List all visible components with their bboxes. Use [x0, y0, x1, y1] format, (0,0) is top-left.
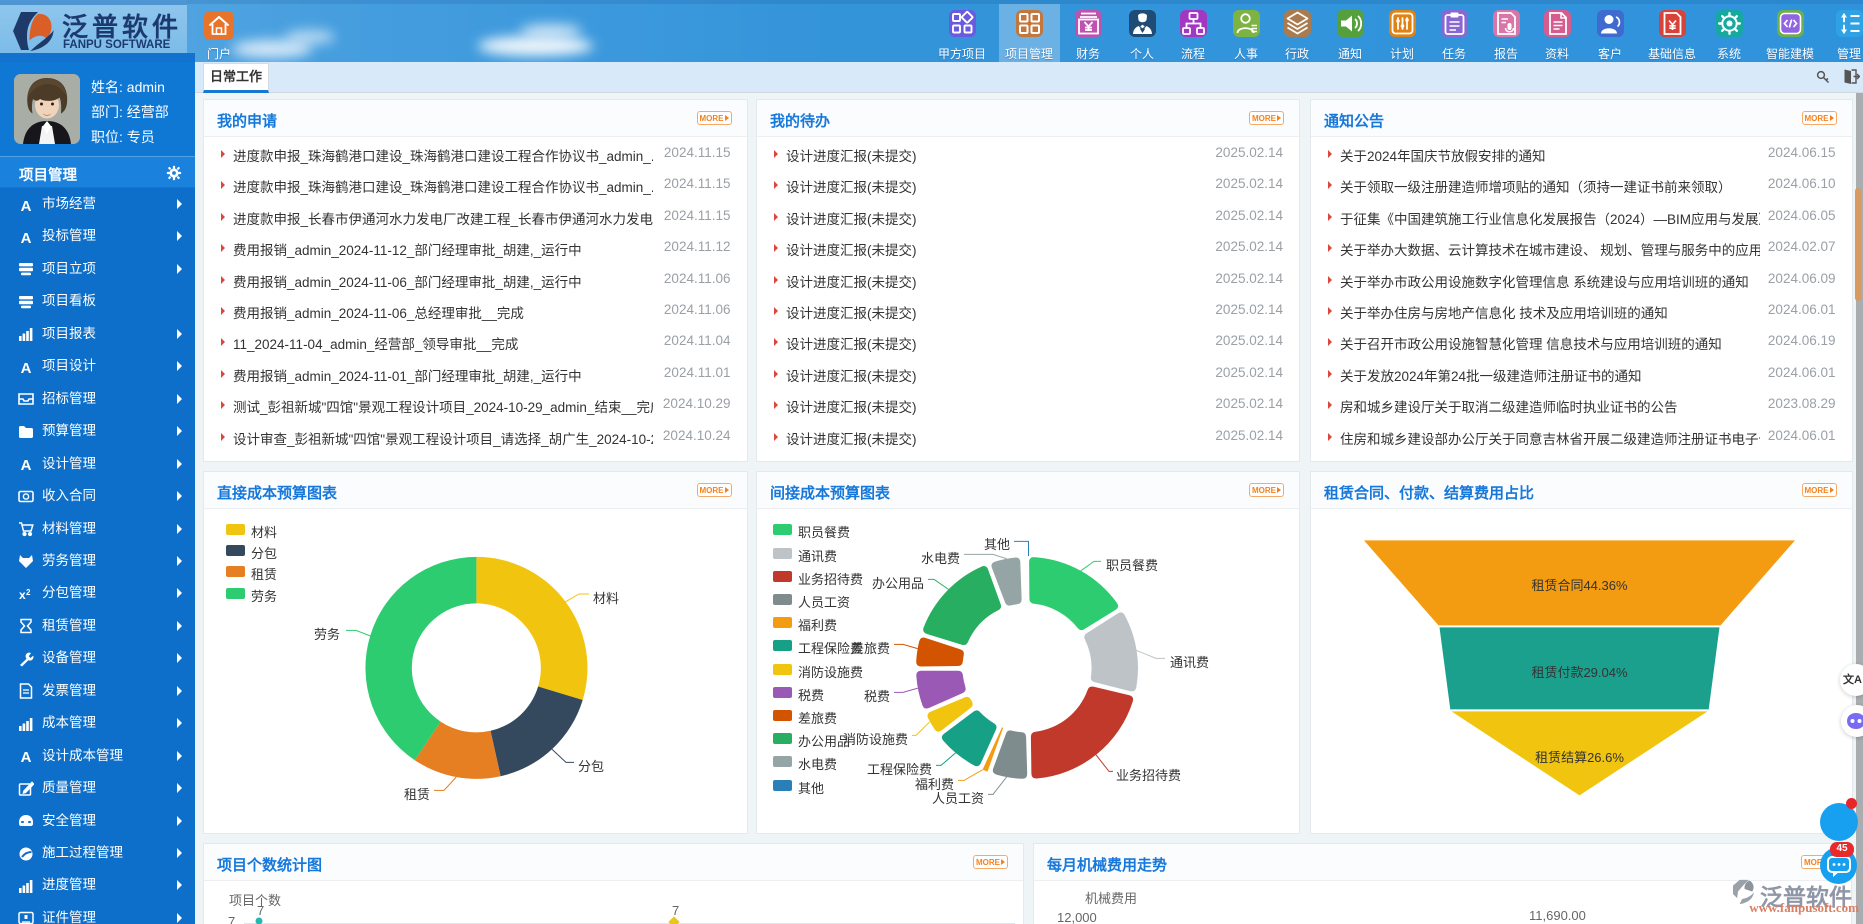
svg-text:A: A — [21, 749, 32, 764]
svg-text:A: A — [21, 457, 32, 472]
svg-text:2: 2 — [26, 588, 31, 597]
svg-text:A: A — [21, 198, 32, 213]
svg-text:A: A — [21, 230, 32, 245]
svg-text:A: A — [21, 360, 32, 375]
svg-text:x: x — [19, 588, 26, 602]
